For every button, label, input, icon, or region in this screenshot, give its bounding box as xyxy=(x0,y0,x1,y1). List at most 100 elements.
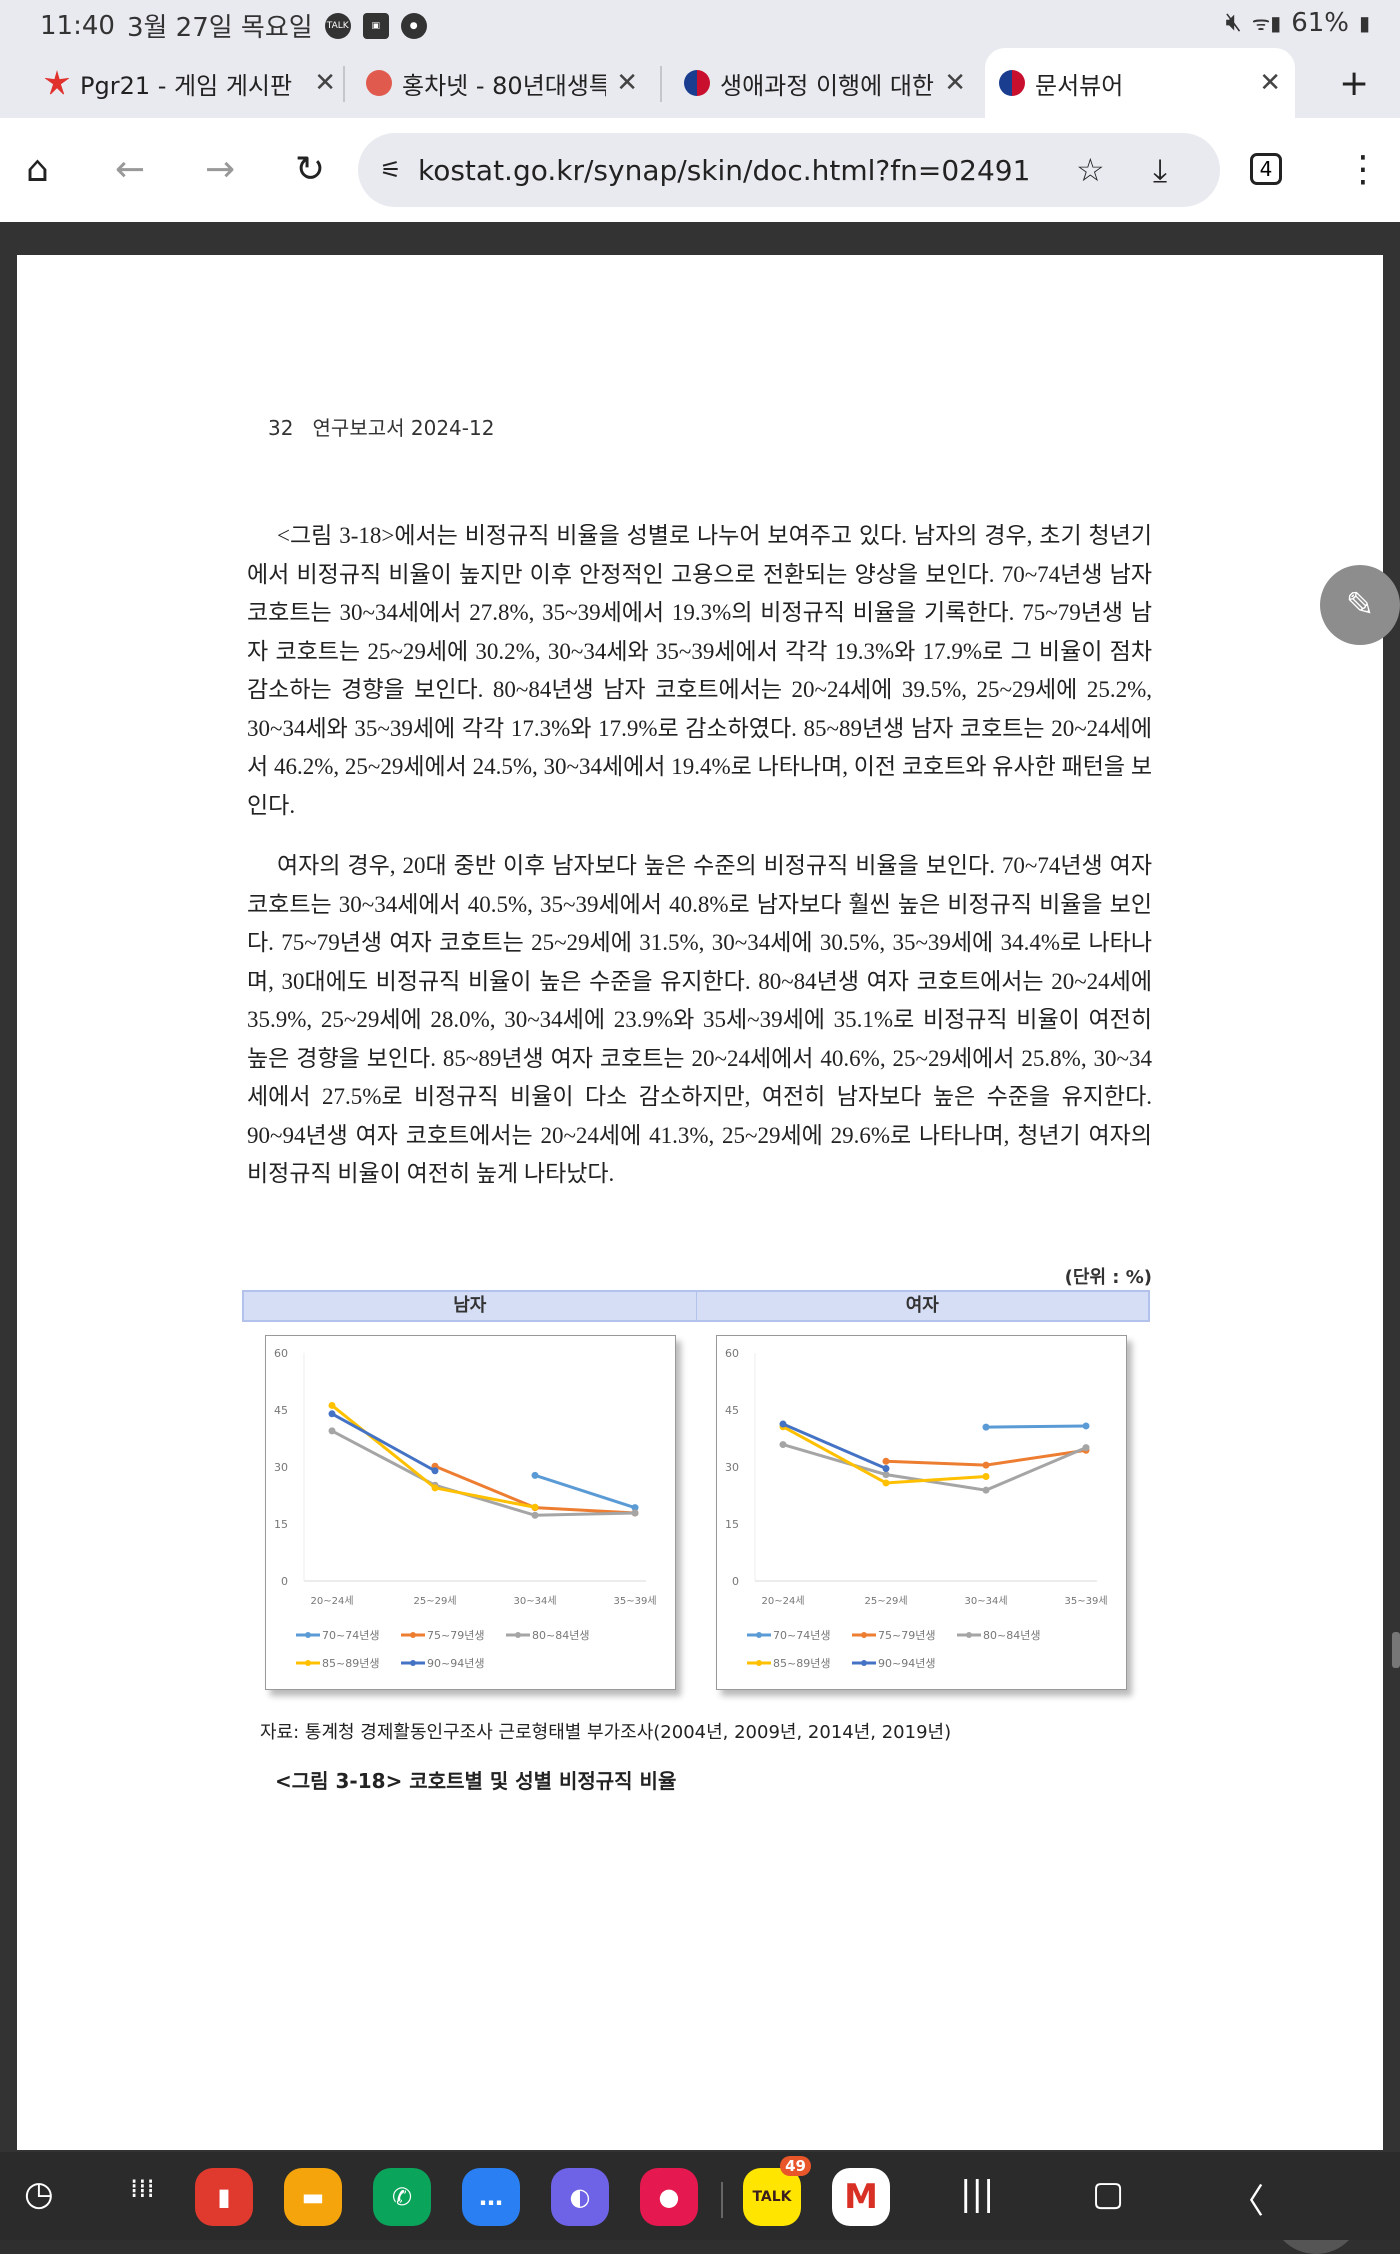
source-note: 자료: 통계청 경제활동인구조사 근로형태별 부가조사(2004년, 2009년… xyxy=(260,1722,952,1743)
notes-app-icon[interactable]: ▮ xyxy=(195,2168,253,2226)
annotate-pen-button[interactable]: ✎ xyxy=(1320,565,1400,645)
figure-caption: <그림 3-18> 코호트별 및 성별 비정규직 비율 xyxy=(275,1769,677,1793)
body-paragraph: <그림 3-18>에서는 비정규직 비율을 성별로 나누어 보여주고 있다. 남… xyxy=(247,523,1152,818)
close-tab-icon[interactable]: ✕ xyxy=(616,68,638,98)
legend-marker xyxy=(515,1632,521,1638)
legend-label: 75~79년생 xyxy=(878,1629,935,1642)
gov-favicon-icon xyxy=(684,70,710,96)
legend-marker xyxy=(305,1632,311,1638)
data-point xyxy=(982,1461,990,1469)
internet-app-icon[interactable]: ◐ xyxy=(551,2168,609,2226)
y-tick-label: 30 xyxy=(725,1461,739,1474)
forward-icon[interactable]: → xyxy=(205,149,236,190)
data-point xyxy=(882,1465,890,1473)
series-line-90~94년생 xyxy=(782,1422,887,1470)
legend-marker xyxy=(305,1660,311,1666)
document-viewer: 32 연구보고서 2024-12 <그림 3-18>에서는 비정규직 비율을 성… xyxy=(0,222,1400,2254)
kakaotalk-notification-icon: TALK xyxy=(324,12,351,39)
data-point xyxy=(631,1504,639,1512)
y-tick-label: 15 xyxy=(725,1518,739,1531)
y-tick-label: 0 xyxy=(281,1575,288,1588)
data-point xyxy=(328,1427,336,1435)
address-bar[interactable]: ⚟ kostat.go.kr/synap/skin/doc.html?fn=02… xyxy=(358,133,1220,207)
tab-count-button[interactable]: 4 xyxy=(1250,153,1282,185)
legend-marker xyxy=(756,1660,762,1666)
legend-marker xyxy=(966,1632,972,1638)
panel-header-male: 남자 xyxy=(244,1292,697,1320)
data-point xyxy=(1082,1422,1090,1430)
legend-marker xyxy=(410,1660,416,1666)
status-bar: 11:40 3월 27일 목요일 TALK ▣ ● 🔇︎ ᯤ▮ 61% ▮ xyxy=(0,0,1400,48)
data-point xyxy=(982,1486,990,1494)
download-icon[interactable]: ⤓ xyxy=(1153,150,1168,189)
close-tab-icon[interactable]: ✕ xyxy=(944,68,966,98)
series-line-70~74년생 xyxy=(985,1424,1087,1429)
camera-app-icon[interactable]: ● xyxy=(640,2168,698,2226)
back-button[interactable]: 〈 xyxy=(1230,2182,1264,2222)
tab-document-viewer[interactable]: 문서뷰어 ✕ xyxy=(985,48,1295,118)
tab-hongcha[interactable]: 홍차넷 - 80년대생특 ✕ xyxy=(352,48,652,118)
y-tick-label: 45 xyxy=(274,1404,288,1417)
taskbar: ◷ ⁞⁞⁞ ▮ ▬ ✆ … ◐ ● TALK 49 M ||| ▢ 〈 xyxy=(0,2152,1400,2240)
data-point xyxy=(882,1479,890,1487)
more-menu-icon[interactable]: ⋮ xyxy=(1345,149,1381,190)
url-text[interactable]: kostat.go.kr/synap/skin/doc.html?fn=0249… xyxy=(418,153,1031,187)
legend-label: 80~84년생 xyxy=(983,1629,1040,1642)
x-tick-label: 25~29세 xyxy=(864,1595,907,1607)
dock-divider xyxy=(721,2182,723,2218)
y-tick-label: 60 xyxy=(725,1347,739,1360)
battery-level: 61% xyxy=(1291,7,1349,38)
y-tick-label: 45 xyxy=(725,1404,739,1417)
bookmark-star-icon[interactable]: ☆ xyxy=(1066,151,1115,189)
legend-label: 90~94년생 xyxy=(427,1657,484,1670)
tab-lifecourse[interactable]: 생애과정 이행에 대한 ✕ xyxy=(670,48,980,118)
recents-button[interactable]: ||| xyxy=(960,2174,995,2214)
files-app-icon[interactable]: ▬ xyxy=(284,2168,342,2226)
tab-title: 홍차넷 - 80년대생특 xyxy=(402,71,607,100)
app-drawer-icon[interactable]: ⁞⁞⁞ xyxy=(130,2174,155,2204)
tab-pgr21[interactable]: Pgr21 - 게임 게시판 ✕ xyxy=(30,48,350,118)
wifi-signal-icon: ᯤ▮ xyxy=(1251,11,1282,35)
document-page: 32 연구보고서 2024-12 <그림 3-18>에서는 비정규직 비율을 성… xyxy=(17,255,1383,2150)
new-tab-button[interactable]: + xyxy=(1339,62,1370,104)
data-point xyxy=(882,1471,890,1479)
x-tick-label: 30~34세 xyxy=(513,1595,556,1607)
x-tick-label: 30~34세 xyxy=(964,1595,1007,1607)
status-date: 3월 27일 목요일 xyxy=(126,13,313,43)
data-point xyxy=(531,1511,539,1519)
data-point xyxy=(328,1410,336,1418)
kakaotalk-app-icon[interactable]: TALK 49 xyxy=(743,2156,811,2226)
messages-app-icon[interactable]: … xyxy=(462,2168,520,2226)
data-point xyxy=(531,1503,539,1511)
male-line-chart: 0 15 30 45 60 20~24세 25~29세 30~34세 35~39세 70~74년생… xyxy=(274,1347,657,1670)
data-point xyxy=(531,1471,539,1479)
legend-label: 70~74년생 xyxy=(322,1629,379,1642)
female-chart: 0 15 30 45 60 20~24세 25~29세 30~34세 35~39세 70~74년생… xyxy=(716,1335,1127,1690)
series-line-85~89년생 xyxy=(331,1404,536,1509)
home-button[interactable]: ▢ xyxy=(1092,2174,1125,2214)
tab-strip: Pgr21 - 게임 게시판 ✕ 홍차넷 - 80년대생특 ✕ 생애과정 이행에… xyxy=(0,48,1400,118)
recent-apps-clock-icon[interactable]: ◷ xyxy=(24,2174,54,2214)
tab-title: 문서뷰어 xyxy=(1035,71,1124,100)
data-point xyxy=(431,1484,439,1492)
site-settings-icon[interactable]: ⚟ xyxy=(380,156,402,184)
browser-toolbar: ⌂ ← → ↻ ⚟ kostat.go.kr/synap/skin/doc.ht… xyxy=(0,118,1400,222)
close-tab-icon[interactable]: ✕ xyxy=(1259,68,1281,98)
close-tab-icon[interactable]: ✕ xyxy=(314,68,336,98)
unit-label: (단위 : %) xyxy=(1064,1267,1152,1288)
gmail-app-icon[interactable]: M xyxy=(832,2168,890,2226)
legend-marker xyxy=(861,1660,867,1666)
legend-marker xyxy=(410,1632,416,1638)
x-tick-label: 20~24세 xyxy=(761,1595,804,1607)
tab-title: 생애과정 이행에 대한 xyxy=(720,71,934,100)
scrollbar-handle[interactable] xyxy=(1392,1632,1400,1668)
phone-app-icon[interactable]: ✆ xyxy=(373,2168,431,2226)
y-tick-label: 60 xyxy=(274,1347,288,1360)
data-point xyxy=(631,1509,639,1517)
panel-header-female: 여자 xyxy=(905,1295,939,1316)
legend-label: 70~74년생 xyxy=(773,1629,830,1642)
home-icon[interactable]: ⌂ xyxy=(26,149,49,190)
back-icon[interactable]: ← xyxy=(115,149,146,190)
reload-icon[interactable]: ↻ xyxy=(295,149,326,190)
tab-divider xyxy=(660,66,662,102)
